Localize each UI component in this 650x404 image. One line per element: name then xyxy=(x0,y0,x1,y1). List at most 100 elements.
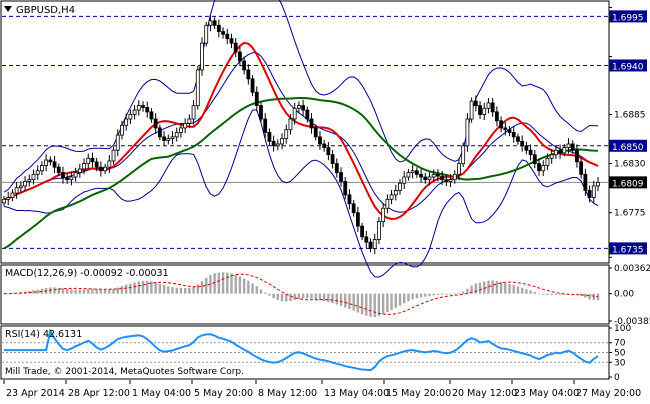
macd-histogram-bar xyxy=(483,281,486,294)
macd-histogram-bar xyxy=(247,280,250,294)
macd-histogram-bar xyxy=(314,293,317,300)
candle-body xyxy=(238,51,242,62)
candle-body xyxy=(98,166,103,172)
time-tick-label: 23 Apr 2014 xyxy=(6,388,65,399)
level-price-tag xyxy=(609,242,647,255)
macd-histogram-bar xyxy=(99,289,103,294)
candle-body xyxy=(339,172,343,182)
time-tick-label: 27 May 20:00 xyxy=(576,388,641,399)
macd-histogram-bar xyxy=(440,293,444,295)
candle-body xyxy=(511,131,516,138)
candle-body xyxy=(35,170,40,175)
macd-histogram-bar xyxy=(424,293,427,297)
price-tick-label: 1.6830 xyxy=(614,160,646,170)
macd-histogram-bar xyxy=(70,289,73,294)
candle-body xyxy=(305,109,310,120)
macd-histogram-bar xyxy=(487,280,490,294)
rsi-tick-label: 0 xyxy=(614,373,620,383)
macd-histogram-bar xyxy=(381,293,385,315)
candle-body xyxy=(204,24,209,44)
macd-histogram-bar xyxy=(289,293,292,301)
candle-body xyxy=(187,118,192,124)
level-price-label: 1.6850 xyxy=(612,143,644,153)
candle-body xyxy=(570,143,575,151)
macd-histogram-bar xyxy=(533,292,537,294)
macd-histogram-bar xyxy=(293,293,296,300)
title-triangle-icon xyxy=(4,6,12,12)
macd-histogram-bar xyxy=(162,285,166,294)
candle-body xyxy=(301,105,306,111)
candle-body xyxy=(486,102,491,109)
candle-body xyxy=(195,69,200,107)
macd-histogram-bar xyxy=(529,290,532,294)
candle-body xyxy=(520,140,525,147)
fast-moving-average-line xyxy=(3,41,599,221)
candle-body xyxy=(368,241,373,249)
macd-histogram-bar xyxy=(297,293,301,299)
rsi-tick-label: 70 xyxy=(614,339,626,349)
candle-body xyxy=(347,194,352,205)
macd-histogram-bar xyxy=(268,293,271,296)
current-price-label: 1.6809 xyxy=(612,179,644,189)
candle-body xyxy=(490,102,495,113)
candle-body xyxy=(23,181,27,187)
macd-histogram-bar xyxy=(419,293,423,298)
macd-histogram-bar xyxy=(179,287,183,294)
macd-histogram-bar xyxy=(301,293,305,299)
macd-histogram-bar xyxy=(53,287,56,294)
macd-histogram-bar xyxy=(516,286,520,294)
candle-body xyxy=(271,140,276,147)
candle-body xyxy=(242,60,247,71)
macd-histogram-bar xyxy=(449,293,452,295)
candle-body xyxy=(419,173,423,178)
macd-tick-label: 0.00362 xyxy=(614,264,650,274)
macd-histogram-bar xyxy=(120,286,124,294)
candle-body xyxy=(259,105,263,120)
macd-histogram-bar xyxy=(310,293,313,299)
macd-histogram-bar xyxy=(200,281,204,294)
candle-body xyxy=(448,179,453,182)
macd-histogram-bar xyxy=(550,293,553,296)
candle-body xyxy=(377,221,381,240)
macd-histogram-bar xyxy=(112,288,115,294)
copyright-text: Mill Trade, © 2001-2014, MetaQuotes Soft… xyxy=(5,367,244,377)
candle-body xyxy=(292,107,297,120)
candle-body xyxy=(288,118,293,131)
bollinger-middle-line xyxy=(3,52,599,213)
candle-body xyxy=(40,165,44,172)
macd-histogram-bar xyxy=(61,288,65,294)
candle-body xyxy=(579,161,584,175)
candle-body xyxy=(208,20,213,26)
macd-histogram-bar xyxy=(554,293,558,295)
macd-histogram-bar xyxy=(196,284,199,294)
macd-histogram-bar xyxy=(428,293,431,297)
candle-body xyxy=(528,149,533,156)
candle-body xyxy=(406,172,411,178)
time-tick-label: 8 May 12:00 xyxy=(258,388,317,399)
macd-histogram-bar xyxy=(255,286,258,294)
candle-body xyxy=(166,138,171,141)
candle-body xyxy=(524,145,529,151)
macd-histogram-bar xyxy=(542,293,545,295)
macd-panel-frame xyxy=(0,264,610,325)
macd-histogram-bar xyxy=(154,282,157,294)
price-tick-label: 1.6885 xyxy=(614,111,646,121)
macd-histogram-bar xyxy=(411,293,414,300)
macd-histogram-bar xyxy=(146,280,149,294)
macd-tick-label: 0.00 xyxy=(614,290,634,300)
candle-body xyxy=(145,107,150,113)
macd-histogram-bar xyxy=(512,285,515,294)
candle-body xyxy=(364,236,369,243)
candle-body xyxy=(372,239,377,249)
candle-body xyxy=(77,168,82,173)
macd-signal-line xyxy=(3,273,599,315)
macd-histogram-bar xyxy=(158,283,162,294)
macd-histogram-bar xyxy=(318,293,322,301)
macd-histogram-bar xyxy=(360,293,364,315)
candle-body xyxy=(440,175,445,181)
candle-body xyxy=(212,20,217,26)
macd-histogram-bar xyxy=(592,293,595,300)
